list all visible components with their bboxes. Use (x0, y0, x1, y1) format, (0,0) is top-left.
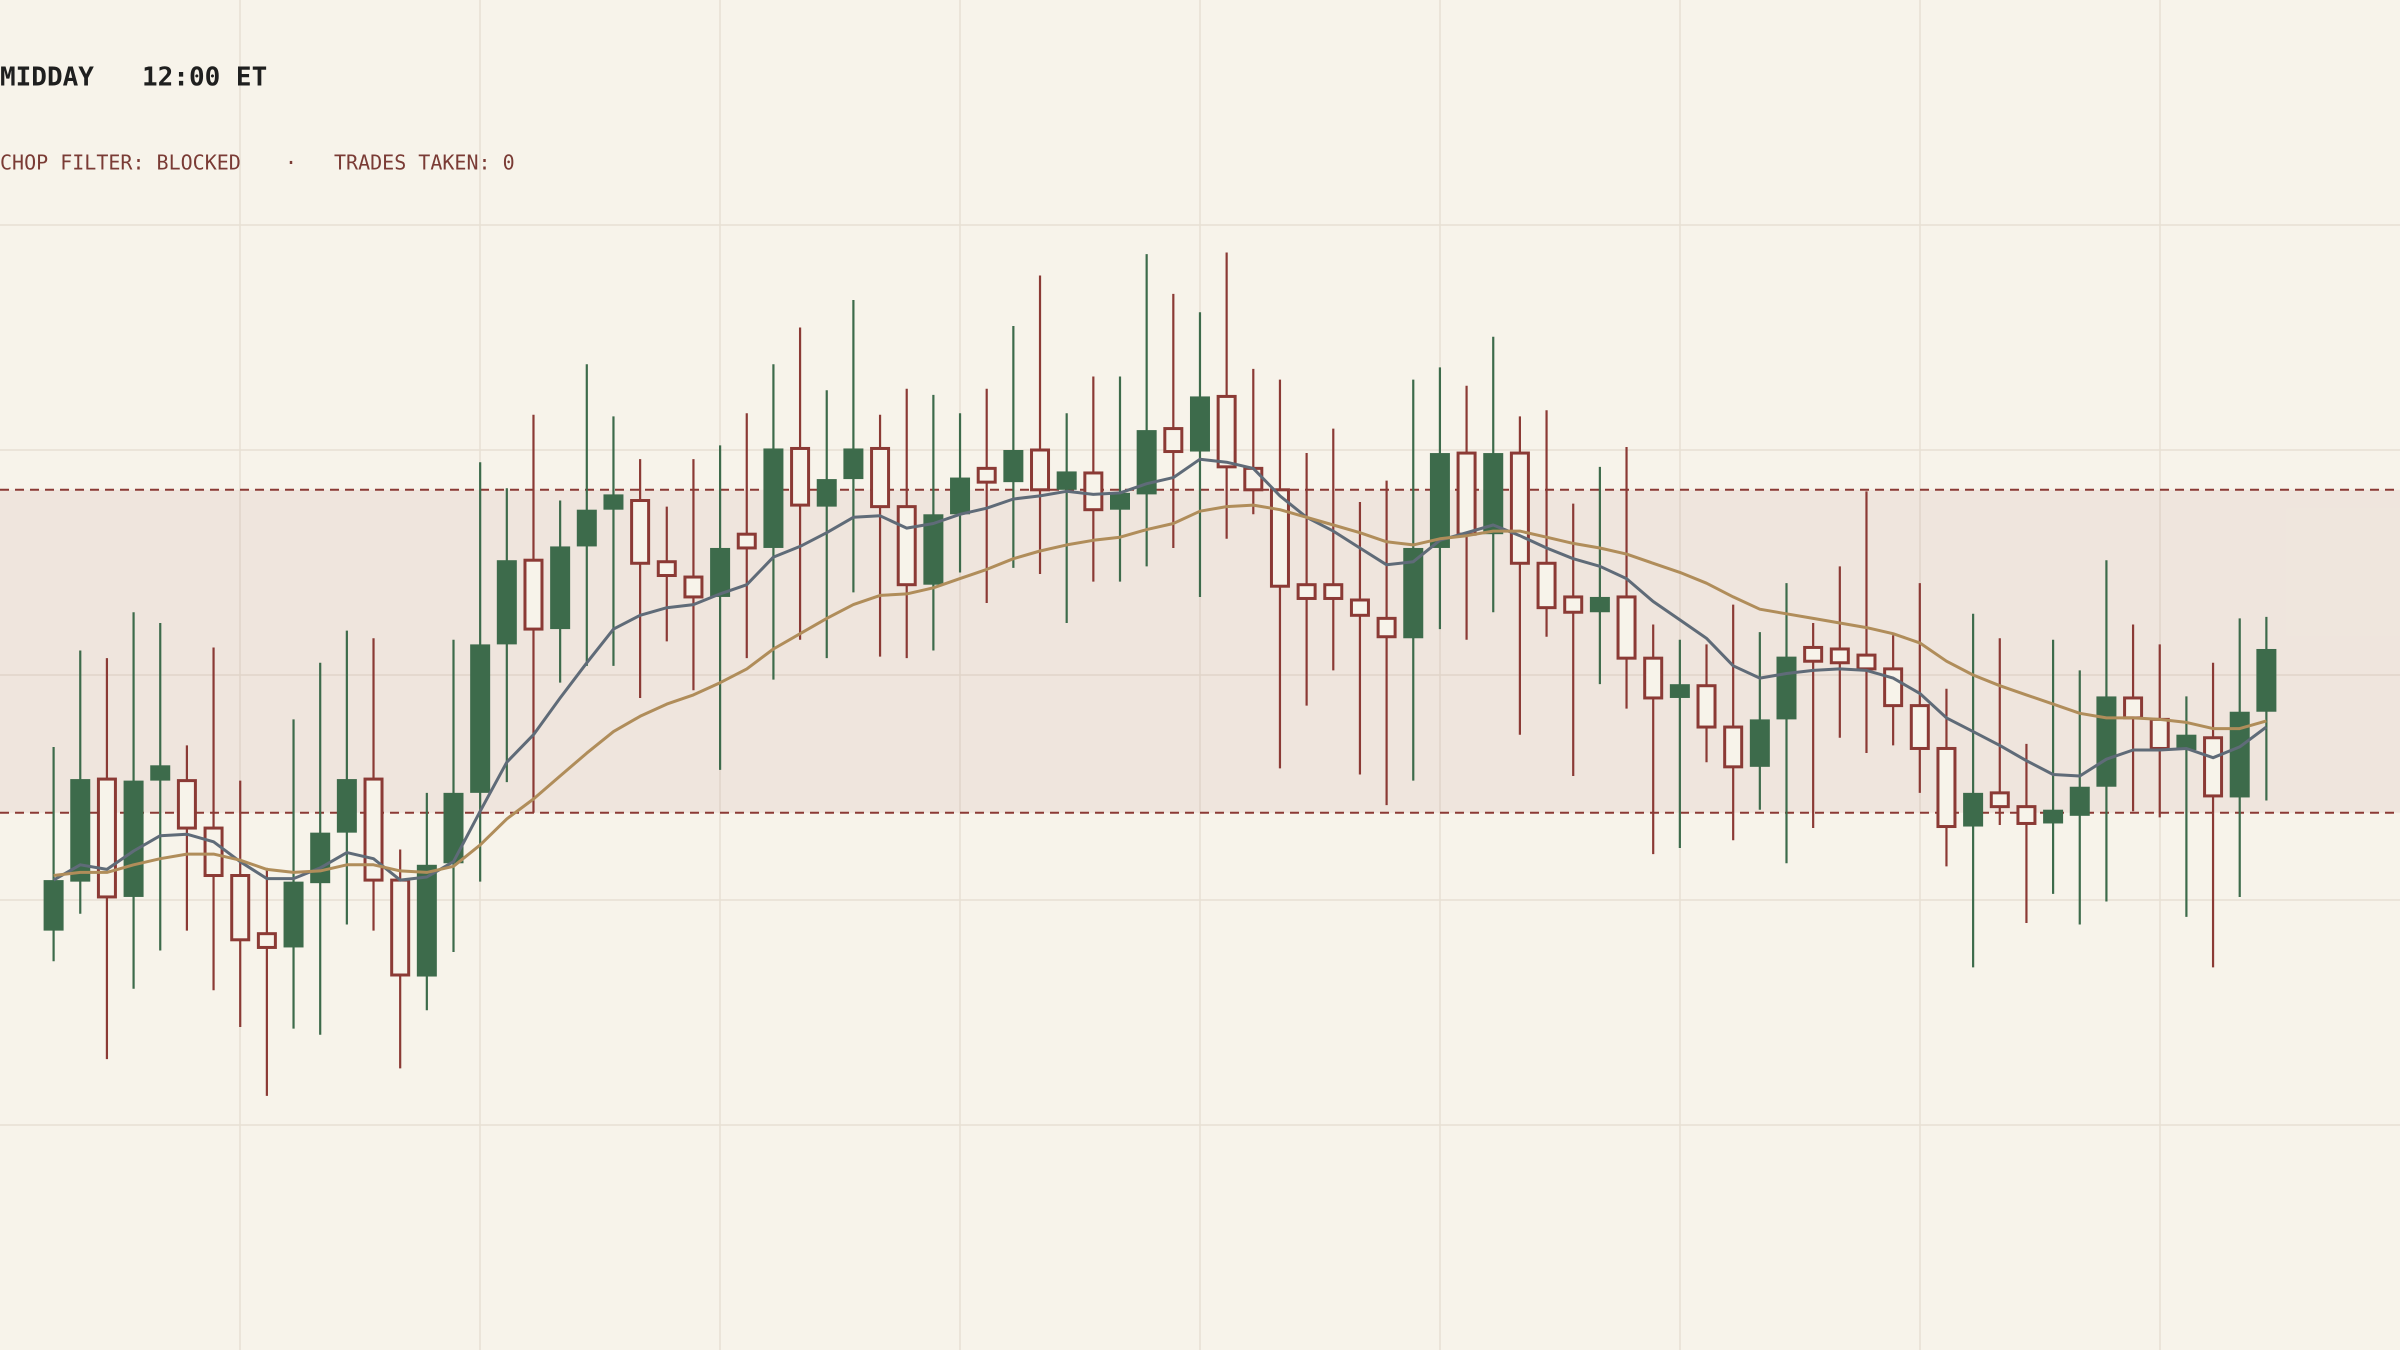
candle-body (1669, 684, 1690, 698)
candle-body (1536, 561, 1557, 610)
candle-body (710, 547, 731, 597)
candle-body (2016, 805, 2037, 825)
candle-body (336, 779, 357, 833)
candle-body (1643, 656, 1664, 700)
candle-body (1243, 466, 1264, 492)
candle-body (683, 575, 704, 599)
candle-body (1856, 653, 1877, 671)
candle-body (790, 446, 811, 507)
candle-body (763, 448, 784, 548)
candle-body (1136, 430, 1157, 495)
candle-body (1456, 451, 1477, 536)
moving-averages (52, 457, 2268, 882)
candle-body (550, 546, 571, 630)
candle-body (150, 765, 171, 781)
candle-body (1616, 595, 1637, 660)
candle-body (2229, 711, 2250, 798)
candle-body (1803, 645, 1824, 663)
candle-body (43, 880, 64, 931)
moving-average (53, 503, 2267, 877)
candle-body (96, 777, 117, 899)
candle-body (390, 878, 411, 977)
candle-body (470, 644, 491, 793)
candle-body (2123, 696, 2144, 720)
candle-body (630, 499, 651, 565)
candle-body (1429, 453, 1450, 548)
candle-body (976, 466, 997, 484)
candle-body (443, 792, 464, 864)
candles (43, 252, 2277, 1096)
candle-body (496, 560, 517, 645)
candle-body (1083, 471, 1104, 512)
candle-body (896, 505, 917, 587)
candle-body (1936, 746, 1957, 829)
candle-body (2043, 809, 2064, 824)
candle-body (123, 780, 144, 897)
candle-body (2203, 736, 2224, 798)
candle-body (70, 779, 91, 882)
status-separator: · (285, 151, 297, 175)
candle-body (576, 509, 597, 547)
candle-body (923, 514, 944, 585)
candle-body (283, 881, 304, 948)
candle-body (523, 558, 544, 631)
candle-body (1989, 791, 2010, 809)
candle-body (870, 446, 891, 509)
candle-body (2096, 696, 2117, 787)
candle-body (1723, 725, 1744, 769)
candle-body (1323, 583, 1344, 600)
candle-body (2176, 734, 2197, 750)
trades-status: TRADES TAKEN: 0 (334, 151, 515, 175)
candle-body (2149, 717, 2170, 750)
candle-body (1403, 547, 1424, 639)
candle-body (1776, 656, 1797, 720)
candle-body (1829, 647, 1850, 665)
chop-status: CHOP FILTER: BLOCKED (0, 151, 241, 175)
candle-body (1349, 598, 1370, 617)
candle-body (603, 494, 624, 510)
candle-body (1189, 396, 1210, 452)
candle-body (843, 448, 864, 480)
candle-body (363, 777, 384, 882)
candle-body (1563, 595, 1584, 614)
candle-body (1483, 453, 1504, 535)
chart-title: MIDDAY (0, 63, 94, 93)
candle-body (1216, 394, 1237, 469)
candle-body (1749, 719, 1770, 767)
candle-body (1509, 451, 1530, 565)
moving-average (52, 457, 2268, 882)
candle-body (2069, 786, 2090, 816)
candle-body (1696, 684, 1717, 729)
candle-body (1003, 450, 1024, 483)
candle-body (2256, 648, 2277, 712)
candle-body (950, 477, 971, 515)
candle-body (1110, 492, 1130, 510)
candle-body (1376, 616, 1397, 639)
candle-body (1963, 792, 1984, 827)
candle-body (1163, 427, 1184, 454)
candle-body (176, 779, 197, 830)
candle-body (1269, 488, 1290, 588)
candle-body (416, 864, 437, 977)
candle-body (256, 932, 277, 949)
candle-body (816, 479, 837, 507)
candle-body (656, 560, 677, 578)
candle-body (203, 826, 224, 878)
candle-body (736, 532, 757, 550)
candle-body (1030, 448, 1051, 492)
candle-body (230, 874, 251, 942)
candle-body (1909, 704, 1930, 750)
candle-body (1589, 596, 1610, 613)
candle-body (1883, 667, 1904, 708)
candle-body (1296, 583, 1317, 600)
session-time: 12:00 ET (142, 63, 267, 93)
candle-body (1056, 471, 1077, 490)
candle-body (310, 832, 331, 884)
